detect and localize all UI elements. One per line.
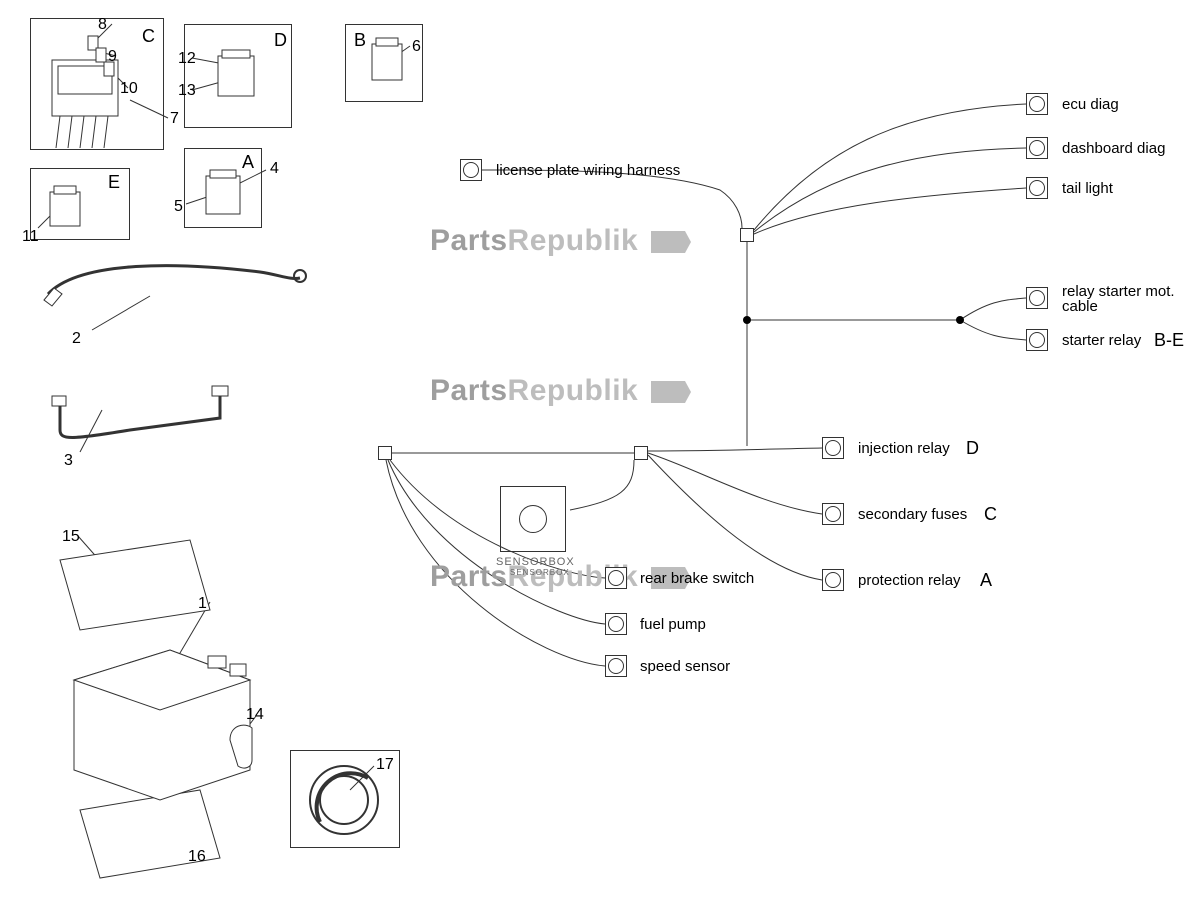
- connector-icon-relaymot: [1029, 290, 1045, 306]
- connector-icon-tail: [1029, 180, 1045, 196]
- callout-4: 4: [270, 160, 279, 178]
- connector-label-license: license plate wiring harness: [496, 162, 680, 179]
- group-letter-E: E: [108, 172, 120, 193]
- callout-10: 10: [120, 80, 138, 98]
- watermark: PartsRepublik: [430, 224, 704, 258]
- node-rn: [956, 316, 964, 324]
- group-letter-B: B: [354, 30, 366, 51]
- callout-5: 5: [174, 198, 183, 216]
- callout-2: 2: [72, 330, 81, 348]
- group-letter-C: C: [142, 26, 155, 47]
- connector-label-protect: protection relay: [858, 572, 961, 589]
- callout-6: 6: [412, 38, 421, 56]
- connector-suffix-protect: A: [980, 570, 992, 591]
- connector-label-speed: speed sensor: [640, 658, 730, 675]
- callout-3: 3: [64, 452, 73, 470]
- watermark: PartsRepublik: [430, 374, 704, 408]
- diagram-stage: PartsRepublik PartsRepublik PartsRepubli…: [0, 0, 1204, 903]
- connector-icon-speed: [608, 658, 624, 674]
- callout-15: 15: [62, 528, 80, 546]
- junction-left: [378, 446, 392, 460]
- callout-11: 11: [22, 228, 39, 246]
- wiring-svg: [0, 0, 1204, 903]
- connector-icon-protect: [825, 572, 841, 588]
- sensorbox-label-2: SENSORBOX: [510, 568, 570, 577]
- connector-suffix-starter: B-E: [1154, 330, 1184, 351]
- connector-label-ecu: ecu diag: [1062, 96, 1119, 113]
- group-letter-D: D: [274, 30, 287, 51]
- connector-icon-license: [463, 162, 479, 178]
- node-mn: [743, 316, 751, 324]
- connector-label-rearbrake: rear brake switch: [640, 570, 754, 587]
- callout-16: 16: [188, 848, 206, 866]
- connector-icon-rearbrake: [608, 570, 624, 586]
- callout-17: 17: [376, 756, 394, 774]
- connector-icon-secfuse: [825, 506, 841, 522]
- connector-icon-fuelpump: [608, 616, 624, 632]
- callout-13: 13: [178, 82, 196, 100]
- connector-icon-dash: [1029, 140, 1045, 156]
- callout-8: 8: [98, 16, 107, 34]
- connector-label-relaymot: relay starter mot. cable: [1062, 284, 1182, 314]
- callout-7: 7: [170, 110, 179, 128]
- sensorbox-icon: [519, 505, 547, 533]
- callout-14: 14: [246, 706, 264, 724]
- junction-mid: [634, 446, 648, 460]
- group-letter-A: A: [242, 152, 254, 173]
- connector-suffix-injection: D: [966, 438, 979, 459]
- connector-suffix-secfuse: C: [984, 504, 997, 525]
- connector-label-tail: tail light: [1062, 180, 1113, 197]
- callout-12: 12: [178, 50, 196, 68]
- junction-top: [740, 228, 754, 242]
- connector-icon-ecu: [1029, 96, 1045, 112]
- connector-label-secfuse: secondary fuses: [858, 506, 967, 523]
- callout-1: 1: [198, 595, 207, 613]
- connector-icon-injection: [825, 440, 841, 456]
- connector-label-fuelpump: fuel pump: [640, 616, 706, 633]
- connector-label-injection: injection relay: [858, 440, 950, 457]
- sensorbox-label: SENSORBOX: [496, 556, 575, 568]
- connector-label-starter: starter relay: [1062, 332, 1141, 349]
- connector-icon-starter: [1029, 332, 1045, 348]
- callout-9: 9: [108, 48, 117, 66]
- connector-label-dash: dashboard diag: [1062, 140, 1165, 157]
